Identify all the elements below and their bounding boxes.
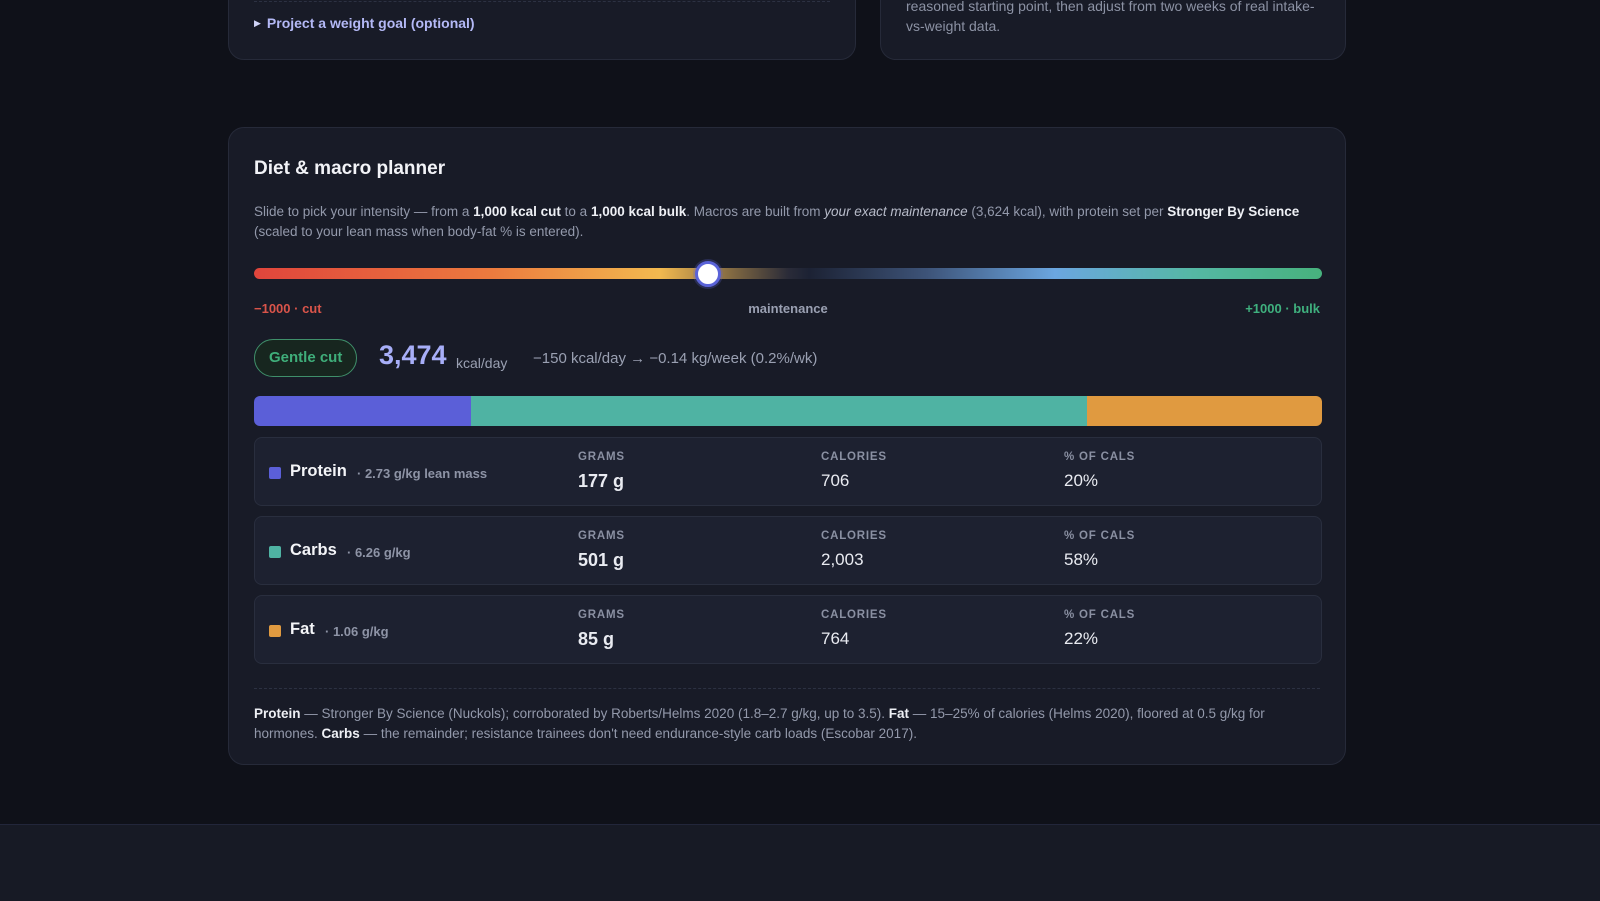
macro-note: · 6.26 g/kg xyxy=(347,545,411,560)
diet-macro-planner: Diet & macro planner Slide to pick your … xyxy=(228,127,1346,765)
info-card: reasoned starting point, then adjust fro… xyxy=(880,0,1346,60)
target-kcal-value: 3,474 xyxy=(379,340,447,370)
pct-label: % OF CALS xyxy=(1064,530,1136,542)
pct-value: 58% xyxy=(1064,550,1099,569)
pct-value: 20% xyxy=(1064,471,1099,490)
triangle-right-icon: ▶ xyxy=(254,17,261,28)
macro-bar-fat xyxy=(1087,396,1322,426)
macro-bar-protein xyxy=(254,396,471,426)
page-footer xyxy=(0,824,1600,901)
macro-name: Protein xyxy=(290,462,347,480)
calories-value: 764 xyxy=(821,629,850,648)
macro-row-carbs: Carbs · 6.26 g/kg GRAMS 501 g CALORIES 2… xyxy=(254,516,1322,585)
weight-goal-toggle[interactable]: ▶ Project a weight goal (optional) xyxy=(254,15,475,31)
grams-value: 85 g xyxy=(578,629,615,649)
intensity-badge: Gentle cut xyxy=(254,339,358,377)
intensity-slider-track[interactable] xyxy=(254,268,1322,279)
calories-label: CALORIES xyxy=(821,451,887,463)
grams-label: GRAMS xyxy=(578,609,625,621)
macro-name: Carbs xyxy=(290,541,337,559)
pct-label: % OF CALS xyxy=(1064,609,1136,621)
grams-value: 177 g xyxy=(578,471,625,491)
calories-value: 2,003 xyxy=(821,550,864,569)
calories-value: 706 xyxy=(821,471,850,490)
calories-label: CALORIES xyxy=(821,530,887,542)
weight-goal-toggle-label: Project a weight goal (optional) xyxy=(266,15,475,31)
slider-label-cut: −1000 · cut xyxy=(254,301,322,316)
macro-note: · 1.06 g/kg xyxy=(325,624,389,639)
planner-title: Diet & macro planner xyxy=(254,158,446,179)
divider xyxy=(254,688,1320,689)
calories-label: CALORIES xyxy=(821,609,887,621)
target-kcal-unit: kcal/day xyxy=(456,355,508,371)
fat-swatch xyxy=(269,625,281,637)
macro-row-protein: Protein · 2.73 g/kg lean mass GRAMS 177 … xyxy=(254,437,1322,506)
carbs-swatch xyxy=(269,546,281,558)
planner-intro: Slide to pick your intensity — from a 1,… xyxy=(254,204,1300,239)
protein-swatch xyxy=(269,467,281,479)
macro-name: Fat xyxy=(290,620,315,638)
grams-label: GRAMS xyxy=(578,530,625,542)
intensity-slider-thumb[interactable] xyxy=(694,261,721,287)
macro-bar-carbs xyxy=(470,396,1088,426)
macro-split-bar xyxy=(254,396,1322,426)
grams-label: GRAMS xyxy=(578,451,625,463)
pct-label: % OF CALS xyxy=(1064,451,1136,463)
macro-row-fat: Fat · 1.06 g/kg GRAMS 85 g CALORIES 764 … xyxy=(254,595,1322,664)
macro-note: · 2.73 g/kg lean mass xyxy=(357,466,488,481)
info-card-text: reasoned starting point, then adjust fro… xyxy=(906,0,1315,34)
divider xyxy=(254,1,830,2)
kcal-delta-summary: −150 kcal/day → −0.14 kg/week (0.2%/wk) xyxy=(533,350,818,367)
planner-footnote: Protein — Stronger By Science (Nuckols);… xyxy=(254,706,1265,741)
weight-goal-card: ▶ Project a weight goal (optional) xyxy=(228,0,856,60)
pct-value: 22% xyxy=(1064,629,1099,648)
slider-label-bulk: +1000 · bulk xyxy=(1245,301,1320,316)
slider-label-maintenance: maintenance xyxy=(748,301,828,316)
grams-value: 501 g xyxy=(578,550,625,570)
